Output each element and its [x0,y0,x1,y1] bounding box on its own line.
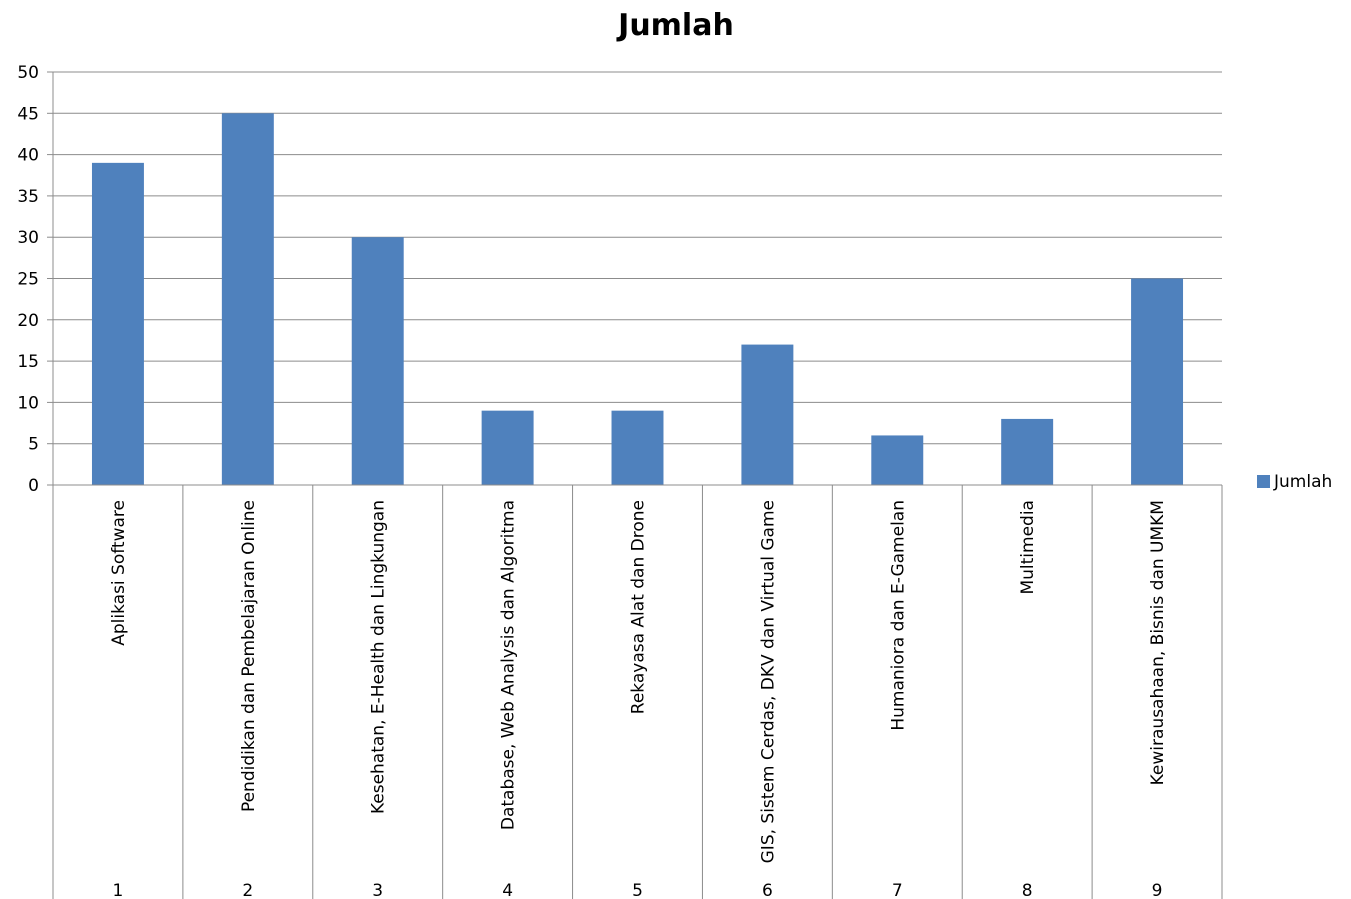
bar [1001,418,1054,485]
bar [351,237,404,485]
category-label: Kesehatan, E-Health dan Lingkungan [369,500,389,814]
bars [91,113,1184,486]
y-tick-label: 35 [17,187,39,207]
y-tick-label: 10 [17,393,39,413]
category-label: Humaniora dan E-Gamelan [888,500,908,731]
bar [221,113,274,486]
bar [871,435,924,485]
category-number: 7 [892,881,903,899]
category-number: 8 [1022,881,1033,899]
legend-label: Jumlah [1273,472,1332,492]
y-tick-label: 5 [28,435,39,455]
y-tick-label: 40 [17,146,39,166]
category-number: 4 [502,881,513,899]
y-tick-label: 50 [17,63,39,83]
category-label: Pendidikan dan Pembelajaran Online [239,500,259,812]
category-number: 6 [762,881,773,899]
category-number: 9 [1152,881,1163,899]
y-tick-label: 45 [17,104,39,124]
bar [481,410,534,485]
category-label: Aplikasi Software [109,500,129,646]
legend: Jumlah [1257,472,1332,492]
y-tick-label: 15 [17,352,39,372]
y-tick-label: 20 [17,311,39,331]
bar [91,162,144,486]
category-label: GIS, Sistem Cerdas, DKV dan Virtual Game [758,500,778,863]
y-tick-label: 25 [17,270,39,290]
category-number: 2 [242,881,253,899]
chart-title: Jumlah [616,8,734,43]
bar [1131,278,1184,485]
category-label: Kewirausahaan, Bisnis dan UMKM [1148,500,1168,785]
bar [741,344,794,485]
category-number: 1 [113,881,124,899]
x-axis-categories: Aplikasi Software 1 Pendidikan dan Pembela… [52,485,1223,899]
y-tick-label: 0 [28,476,39,496]
bar [611,410,664,485]
category-label: Database, Web Analysis dan Algoritma [499,500,519,830]
category-label: Multimedia [1018,500,1038,595]
y-axis-ticks: 0 5 10 15 20 25 30 35 40 45 50 [17,63,53,496]
category-number: 5 [632,881,643,899]
y-tick-label: 30 [17,228,39,248]
category-number: 3 [372,881,383,899]
category-label: Rekayasa Alat dan Drone [629,500,649,714]
legend-swatch [1257,475,1270,488]
